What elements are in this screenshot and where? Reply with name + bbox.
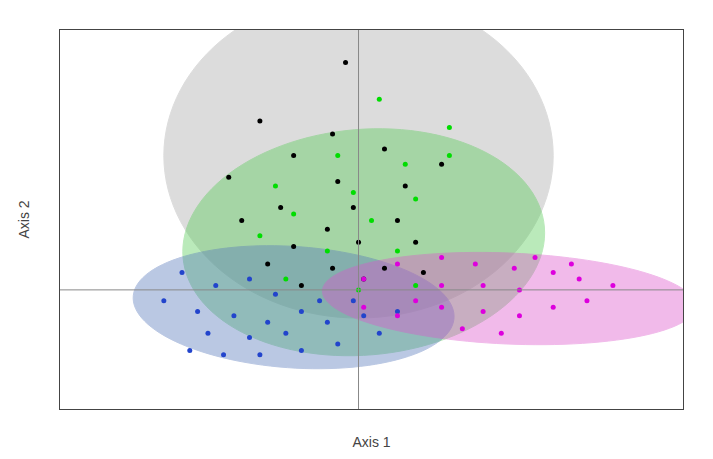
svg-text:Axis 1: Axis 1 (352, 434, 390, 450)
svg-text:Axis 2: Axis 2 (16, 200, 32, 238)
